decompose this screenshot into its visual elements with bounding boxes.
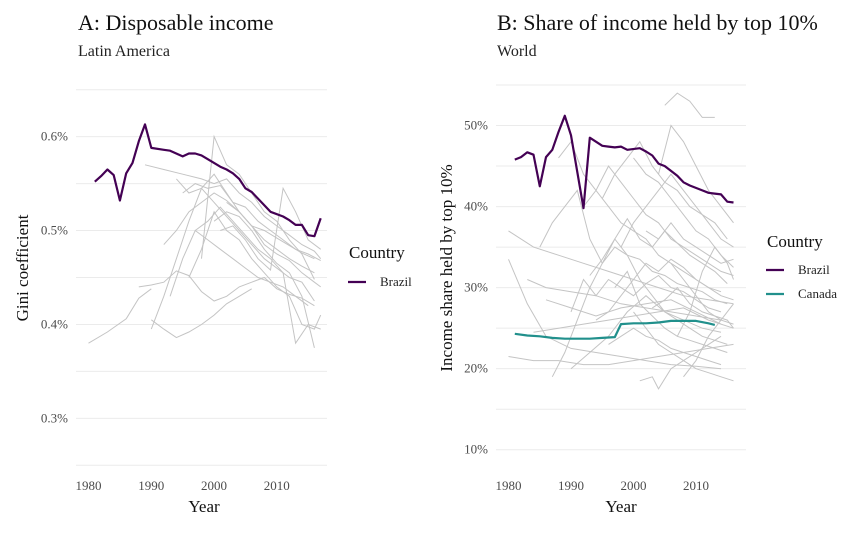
x-tick-label: 2000	[201, 478, 227, 493]
background-country-line	[169, 229, 309, 307]
background-country-line	[558, 140, 722, 293]
background-country-line	[676, 246, 734, 337]
x-tick-label: 1980	[496, 478, 522, 493]
panel-b-highlight-lines	[514, 114, 734, 340]
background-country-line	[620, 173, 734, 248]
panel-b-subtitle: World	[497, 43, 537, 60]
background-country-line	[652, 286, 734, 329]
y-tick-label: 10%	[464, 442, 488, 457]
panel-a-x-axis-title: Year	[188, 497, 220, 516]
background-country-line	[150, 173, 315, 330]
panel-b-legend-title: Country	[767, 232, 823, 251]
background-country-line	[176, 178, 315, 302]
background-country-line	[138, 270, 315, 307]
background-country-line	[664, 92, 715, 118]
background-country-line	[614, 270, 728, 353]
panel-b-y-axis-title: Income share held by top 10%	[437, 164, 456, 371]
background-country-line	[508, 230, 734, 305]
x-tick-label: 2010	[683, 478, 709, 493]
series-line-brazil	[514, 114, 734, 210]
background-country-line	[201, 134, 315, 280]
panel-a-legend: Country Brazil	[348, 243, 412, 289]
background-country-line	[570, 274, 722, 313]
background-country-line	[658, 124, 734, 224]
y-tick-label: 20%	[464, 361, 488, 376]
panel-b-background-lines	[508, 92, 734, 390]
background-country-line	[545, 299, 722, 325]
background-country-line	[570, 295, 722, 370]
background-country-line	[508, 259, 722, 370]
panel-a-highlight-lines	[94, 123, 322, 238]
background-country-line	[583, 165, 734, 276]
series-line-canada	[514, 319, 716, 340]
panel-a-y-ticks: 0.3% 0.4% 0.5% 0.6%	[41, 129, 68, 426]
x-tick-label: 1990	[558, 478, 584, 493]
background-country-line	[144, 164, 322, 260]
background-country-line	[163, 192, 315, 260]
panel-a-legend-title: Country	[349, 243, 405, 262]
background-country-line	[539, 189, 728, 305]
background-country-line	[608, 327, 722, 366]
background-country-line	[683, 303, 734, 378]
panel-b-y-ticks: 10% 20% 30% 40% 50%	[464, 118, 488, 457]
panel-b-legend: Country Brazil Canada	[766, 232, 837, 301]
panel-b-x-axis-title: Year	[605, 497, 637, 516]
legend-label-canada: Canada	[798, 286, 837, 301]
background-country-line	[551, 238, 728, 378]
background-country-line	[508, 343, 734, 366]
y-tick-label: 50%	[464, 118, 488, 133]
panel-b-x-ticks: 1980 1990 2000 2010	[496, 478, 710, 493]
y-tick-label: 0.4%	[41, 316, 68, 331]
y-tick-label: 0.5%	[41, 223, 68, 238]
panel-b-title: B: Share of income held by top 10%	[497, 10, 818, 35]
background-country-line	[220, 186, 322, 271]
background-country-line	[213, 211, 315, 349]
panel-a-subtitle: Latin America	[78, 43, 170, 60]
background-country-line	[151, 288, 252, 339]
panel-a: A: Disposable income Latin America 0.3%0…	[13, 10, 412, 516]
background-country-line	[527, 279, 722, 321]
background-country-line	[633, 157, 734, 268]
panel-a-y-axis-title: Gini coefficient	[13, 214, 32, 321]
legend-label-brazil: Brazil	[380, 274, 412, 289]
series-line-brazil	[94, 123, 322, 238]
panel-b: B: Share of income held by top 10% World…	[437, 10, 837, 516]
y-tick-label: 40%	[464, 199, 488, 214]
background-country-line	[595, 258, 734, 321]
y-tick-label: 0.3%	[41, 410, 68, 425]
background-country-line	[188, 210, 322, 330]
background-country-line	[194, 206, 321, 345]
x-tick-label: 2000	[621, 478, 647, 493]
background-country-line	[639, 335, 722, 390]
x-tick-label: 1990	[138, 478, 164, 493]
x-tick-label: 1980	[76, 478, 102, 493]
panel-a-background-lines	[88, 134, 322, 349]
background-country-line	[645, 221, 734, 264]
y-tick-label: 0.6%	[41, 129, 68, 144]
panel-a-x-ticks: 1980 1990 2000 2010	[76, 478, 290, 493]
background-country-line	[670, 262, 734, 325]
background-country-line	[533, 307, 734, 333]
background-country-line	[182, 183, 321, 262]
panel-a-title: A: Disposable income	[78, 10, 274, 35]
x-tick-label: 2010	[264, 478, 290, 493]
y-tick-label: 30%	[464, 280, 488, 295]
legend-label-brazil: Brazil	[798, 262, 830, 277]
background-country-line	[88, 288, 152, 344]
background-country-line	[226, 201, 321, 288]
